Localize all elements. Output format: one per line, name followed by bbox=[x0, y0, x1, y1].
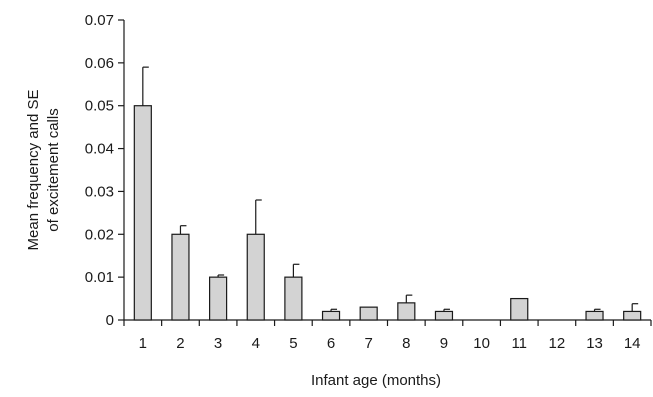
bar-14 bbox=[623, 310, 642, 321]
x-tick-label-8: 8 bbox=[402, 335, 410, 352]
bar-6 bbox=[321, 310, 341, 321]
bar-5 bbox=[284, 276, 303, 321]
y-tick-label: 0.07 bbox=[85, 12, 114, 29]
y-tick-label: 0.04 bbox=[85, 141, 114, 158]
bar-1 bbox=[133, 105, 152, 321]
x-axis-title: Infant age (months) bbox=[311, 372, 441, 389]
bar-9 bbox=[434, 310, 454, 321]
bar-4 bbox=[246, 233, 265, 321]
x-tick-label-6: 6 bbox=[327, 335, 335, 352]
y-tick-label: 0.06 bbox=[85, 55, 114, 72]
bar-3 bbox=[209, 276, 228, 321]
y-tick-label: 0.03 bbox=[85, 183, 114, 200]
x-tick-label-1: 1 bbox=[139, 335, 147, 352]
bar-7 bbox=[359, 306, 378, 321]
x-tick-label-14: 14 bbox=[624, 335, 641, 352]
x-tick-label-13: 13 bbox=[586, 335, 603, 352]
y-tick-label: 0.02 bbox=[85, 226, 114, 243]
chart-marks: 00.010.020.030.040.050.060.071 2 3 4 5 6 7 8 9 10… bbox=[85, 12, 652, 352]
y-axis-title-line-1: Mean frequency and SE bbox=[25, 90, 42, 251]
bar-2 bbox=[171, 233, 190, 321]
y-axis-title: Mean frequency and SE of excitement call… bbox=[25, 90, 62, 251]
x-tick-label-10: 10 bbox=[473, 335, 490, 352]
x-tick-label-7: 7 bbox=[365, 335, 373, 352]
y-tick-label: 0.05 bbox=[85, 98, 114, 115]
x-tick-label-2: 2 bbox=[176, 335, 184, 352]
x-tick-label-12: 12 bbox=[549, 335, 566, 352]
x-tick-label-9: 9 bbox=[440, 335, 448, 352]
y-tick-label: 0.01 bbox=[85, 269, 114, 286]
x-tick-label-11: 11 bbox=[511, 335, 527, 352]
y-axis-title-line-2: of excitement calls bbox=[45, 108, 62, 231]
y-tick-label: 0 bbox=[106, 312, 114, 329]
bar-13 bbox=[585, 310, 604, 321]
x-tick-label-4: 4 bbox=[252, 335, 260, 352]
bar-8 bbox=[397, 302, 416, 321]
x-tick-label-5: 5 bbox=[289, 335, 297, 352]
x-tick-label-3: 3 bbox=[214, 335, 222, 352]
bar-11 bbox=[510, 297, 529, 321]
